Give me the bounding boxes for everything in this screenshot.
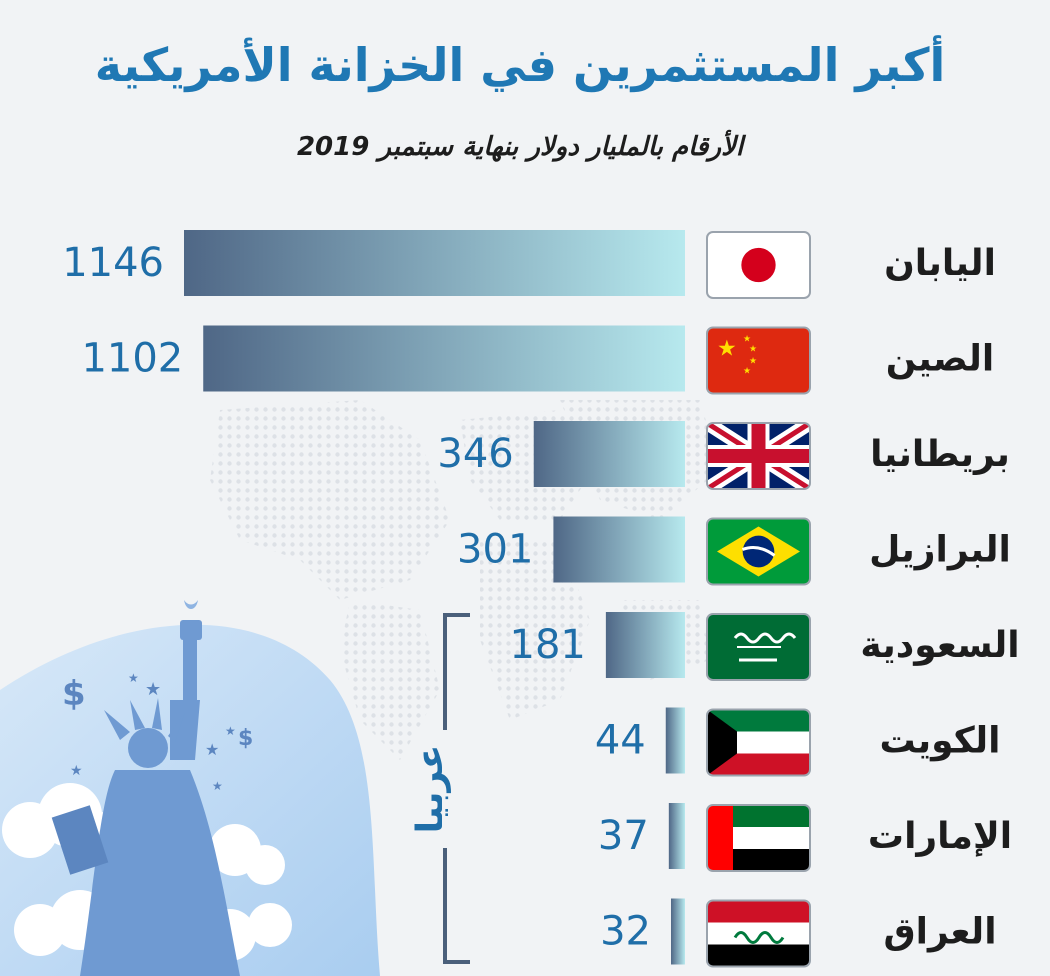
statue-of-liberty-icon xyxy=(51,600,240,976)
uk-flag-icon xyxy=(706,422,811,490)
kuwait-flag-icon xyxy=(706,708,811,777)
svg-text:★: ★ xyxy=(717,337,737,362)
bar-uk xyxy=(533,421,685,487)
value-label: 1102 xyxy=(81,336,183,382)
bracket-label: عربيا xyxy=(410,745,451,834)
category-label: الإمارات xyxy=(868,816,1012,857)
dollar-sign-icon: $ $ xyxy=(62,674,253,751)
bracket-line xyxy=(443,613,470,964)
category-label: الصين xyxy=(886,339,994,380)
bar-uae xyxy=(668,803,685,869)
star-icon: ★ ★ ★ ★ ★ ★ xyxy=(70,671,236,793)
japan-flag-icon xyxy=(706,231,811,299)
chart-title: أكبر المستثمرين في الخزانة الأمريكية xyxy=(94,38,946,92)
svg-text:★: ★ xyxy=(743,367,751,377)
value-label: 1146 xyxy=(62,240,164,286)
category-label: الكويت xyxy=(880,721,1001,762)
svg-text:★: ★ xyxy=(749,345,757,355)
chart-subtitle: الأرقام بالمليار دولار بنهاية سبتمبر 201… xyxy=(296,132,744,162)
iraq-flag-icon xyxy=(706,899,811,968)
brazil-flag-icon xyxy=(706,517,811,586)
category-label: اليابان xyxy=(884,243,996,284)
svg-text:★: ★ xyxy=(205,740,219,759)
statue-of-liberty-illustration: $ $ ★ ★ ★ ★ ★ ★ xyxy=(0,600,380,976)
labels-layer: 1146 اليابان 1102 الصين 346 بريطانيا 301 البراز… xyxy=(62,240,1019,955)
value-label: 301 xyxy=(457,527,533,573)
svg-text:$: $ xyxy=(238,726,253,751)
svg-text:★: ★ xyxy=(145,679,161,700)
svg-text:★: ★ xyxy=(749,357,757,367)
saudi-flag-icon xyxy=(706,613,811,681)
svg-text:★: ★ xyxy=(70,763,83,779)
category-label: العراق xyxy=(883,912,996,953)
category-label: البرازيل xyxy=(869,530,1011,571)
uae-flag-icon xyxy=(706,804,811,872)
svg-text:★: ★ xyxy=(128,671,139,685)
bars-layer xyxy=(184,230,685,965)
bar-japan xyxy=(184,230,685,296)
bar-saudi xyxy=(605,612,685,678)
china-flag-icon: ★ ★★★★ xyxy=(706,326,811,395)
bar-china xyxy=(203,325,685,392)
bar-iraq xyxy=(671,898,685,965)
svg-text:★: ★ xyxy=(212,779,223,793)
value-label: 37 xyxy=(598,813,649,859)
bar-kuwait xyxy=(665,707,685,774)
category-label: السعودية xyxy=(860,625,1019,666)
svg-text:$: $ xyxy=(62,674,86,714)
world-map-dots xyxy=(210,400,720,760)
bar-brazil xyxy=(553,516,685,583)
value-label: 346 xyxy=(437,431,513,477)
arab-bracket: عربيا xyxy=(410,613,470,964)
value-label: 44 xyxy=(595,718,646,764)
svg-text:★: ★ xyxy=(225,724,236,738)
category-label: بريطانيا xyxy=(870,434,1010,475)
value-label: 181 xyxy=(510,622,586,668)
flags-layer: ★ ★★★★ xyxy=(706,231,811,968)
svg-text:★: ★ xyxy=(743,335,751,345)
value-label: 32 xyxy=(600,909,651,955)
